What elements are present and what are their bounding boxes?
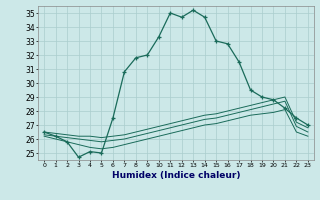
- X-axis label: Humidex (Indice chaleur): Humidex (Indice chaleur): [112, 171, 240, 180]
